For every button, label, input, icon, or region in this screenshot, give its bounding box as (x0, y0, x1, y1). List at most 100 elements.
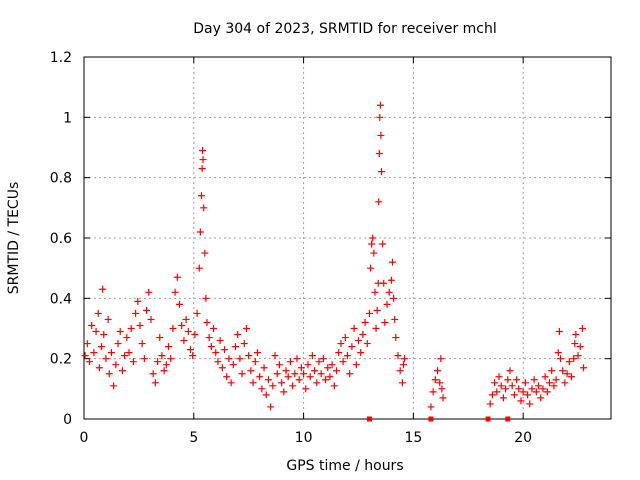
data-point (346, 370, 354, 378)
data-point (335, 349, 343, 357)
data-point (143, 306, 151, 314)
data-point (242, 325, 250, 332)
data-point (363, 340, 371, 348)
data-point (319, 355, 327, 363)
data-point (247, 367, 255, 375)
data-point (282, 367, 290, 375)
data-point (315, 358, 323, 366)
data-point (267, 403, 275, 411)
data-point (521, 379, 529, 387)
x-tick-label: 10 (295, 430, 313, 446)
y-axis-label: SRMTID / TECUs (6, 182, 22, 295)
data-point (121, 352, 129, 360)
data-point (554, 349, 562, 357)
zero-marker (485, 416, 491, 422)
data-point (165, 343, 173, 351)
data-point (291, 370, 299, 378)
data-point (256, 373, 264, 381)
data-point (389, 258, 397, 266)
data-point (510, 391, 518, 399)
data-point (367, 264, 375, 272)
data-point (376, 113, 384, 121)
data-point (156, 334, 164, 342)
data-point (361, 318, 369, 326)
data-point (216, 337, 224, 345)
data-point (387, 276, 395, 284)
data-point (537, 394, 545, 402)
data-point (258, 385, 266, 393)
data-point (350, 325, 358, 332)
data-point (214, 358, 222, 366)
data-point (578, 325, 586, 332)
data-point (556, 355, 564, 363)
data-point (502, 385, 510, 393)
data-point (249, 379, 257, 387)
data-point (297, 364, 305, 372)
data-point (118, 367, 126, 375)
data-point (197, 192, 205, 200)
data-point (375, 150, 383, 158)
x-tick-label: 20 (514, 430, 532, 446)
data-point (127, 325, 135, 332)
data-point (517, 397, 525, 405)
axis-ticks (83, 56, 611, 420)
data-point (203, 318, 211, 326)
data-point (176, 300, 184, 308)
data-point (218, 364, 226, 372)
data-point (271, 352, 279, 360)
data-points (81, 101, 588, 422)
grid (84, 57, 611, 419)
data-point (394, 352, 402, 360)
data-point (105, 370, 113, 378)
data-point (383, 300, 391, 308)
data-point (162, 361, 170, 369)
data-point (376, 101, 384, 109)
data-point (375, 198, 383, 206)
data-point (262, 391, 270, 399)
data-point (99, 285, 107, 293)
data-point (114, 340, 122, 348)
data-point (284, 373, 292, 381)
data-point (90, 349, 98, 357)
data-point (359, 331, 367, 339)
data-point (576, 343, 584, 351)
zero-marker (505, 416, 511, 422)
data-point (295, 376, 303, 384)
data-point (251, 358, 259, 366)
x-tick-label: 0 (80, 430, 89, 446)
data-point (530, 376, 538, 384)
data-point (102, 355, 110, 363)
data-point (191, 331, 199, 339)
data-point (352, 361, 360, 369)
data-point (385, 288, 393, 296)
data-point (234, 331, 242, 339)
data-point (145, 288, 153, 296)
y-tick-label: 0.2 (50, 352, 72, 368)
data-point (306, 373, 314, 381)
data-point (201, 249, 209, 257)
data-point (160, 367, 168, 375)
data-point (427, 403, 435, 411)
data-point (104, 315, 112, 323)
data-point (92, 328, 100, 336)
data-point (439, 394, 447, 402)
data-point (240, 340, 248, 348)
data-point (369, 234, 377, 242)
data-point (341, 334, 349, 342)
data-point (212, 349, 220, 357)
x-axis-label: GPS time / hours (286, 458, 403, 474)
x-tick-label: 5 (189, 430, 198, 446)
data-point (94, 309, 102, 317)
data-point (140, 355, 148, 363)
data-point (245, 352, 253, 360)
data-point (526, 400, 534, 408)
data-point (434, 367, 442, 375)
data-point (555, 328, 563, 336)
data-point (221, 346, 229, 354)
data-point (269, 382, 277, 390)
data-point (173, 273, 181, 281)
data-point (380, 279, 388, 287)
data-point (313, 379, 321, 387)
y-tick-label: 0.6 (50, 231, 72, 247)
x-tick-label: 15 (404, 430, 422, 446)
